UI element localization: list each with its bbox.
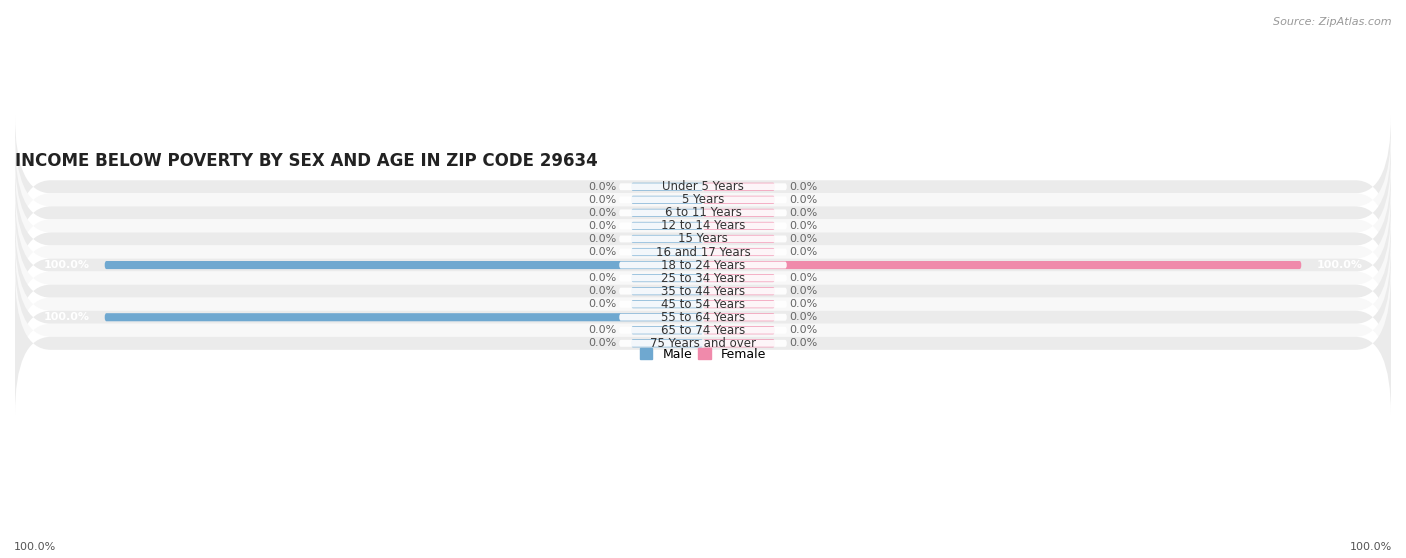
Text: 100.0%: 100.0%: [44, 312, 90, 322]
FancyBboxPatch shape: [703, 235, 775, 243]
FancyBboxPatch shape: [631, 209, 703, 217]
FancyBboxPatch shape: [619, 288, 787, 295]
FancyBboxPatch shape: [15, 258, 1391, 402]
Text: 0.0%: 0.0%: [588, 208, 616, 218]
Text: 0.0%: 0.0%: [588, 221, 616, 231]
FancyBboxPatch shape: [703, 182, 775, 191]
Text: 12 to 14 Years: 12 to 14 Years: [661, 219, 745, 233]
FancyBboxPatch shape: [15, 233, 1391, 376]
FancyBboxPatch shape: [15, 272, 1391, 415]
FancyBboxPatch shape: [631, 339, 703, 348]
FancyBboxPatch shape: [703, 261, 1302, 269]
FancyBboxPatch shape: [15, 128, 1391, 272]
FancyBboxPatch shape: [104, 313, 703, 321]
FancyBboxPatch shape: [15, 115, 1391, 258]
Text: 100.0%: 100.0%: [1350, 542, 1392, 552]
FancyBboxPatch shape: [15, 193, 1391, 337]
Text: 5 Years: 5 Years: [682, 193, 724, 206]
Text: 0.0%: 0.0%: [790, 312, 818, 322]
FancyBboxPatch shape: [619, 262, 787, 268]
Text: 0.0%: 0.0%: [790, 208, 818, 218]
FancyBboxPatch shape: [631, 287, 703, 295]
Text: 6 to 11 Years: 6 to 11 Years: [665, 206, 741, 219]
FancyBboxPatch shape: [15, 167, 1391, 311]
FancyBboxPatch shape: [619, 340, 787, 347]
Text: 0.0%: 0.0%: [588, 182, 616, 192]
FancyBboxPatch shape: [619, 209, 787, 217]
FancyBboxPatch shape: [619, 235, 787, 242]
Text: 0.0%: 0.0%: [790, 299, 818, 309]
FancyBboxPatch shape: [631, 235, 703, 243]
FancyBboxPatch shape: [631, 274, 703, 282]
Text: 0.0%: 0.0%: [588, 234, 616, 244]
FancyBboxPatch shape: [104, 261, 703, 269]
Text: 100.0%: 100.0%: [44, 260, 90, 270]
Text: 0.0%: 0.0%: [790, 273, 818, 283]
FancyBboxPatch shape: [631, 300, 703, 308]
Text: 0.0%: 0.0%: [790, 247, 818, 257]
FancyBboxPatch shape: [619, 327, 787, 334]
Text: INCOME BELOW POVERTY BY SEX AND AGE IN ZIP CODE 29634: INCOME BELOW POVERTY BY SEX AND AGE IN Z…: [15, 152, 598, 170]
Text: 75 Years and over: 75 Years and over: [650, 337, 756, 350]
Text: 0.0%: 0.0%: [588, 299, 616, 309]
FancyBboxPatch shape: [619, 184, 787, 190]
Text: Source: ZipAtlas.com: Source: ZipAtlas.com: [1274, 17, 1392, 27]
Text: 55 to 64 Years: 55 to 64 Years: [661, 311, 745, 324]
FancyBboxPatch shape: [703, 313, 775, 321]
FancyBboxPatch shape: [619, 275, 787, 282]
FancyBboxPatch shape: [619, 196, 787, 203]
Text: 0.0%: 0.0%: [588, 338, 616, 348]
FancyBboxPatch shape: [703, 248, 775, 256]
FancyBboxPatch shape: [15, 141, 1391, 285]
FancyBboxPatch shape: [15, 154, 1391, 297]
FancyBboxPatch shape: [15, 219, 1391, 363]
FancyBboxPatch shape: [631, 248, 703, 256]
FancyBboxPatch shape: [703, 326, 775, 334]
FancyBboxPatch shape: [703, 339, 775, 348]
Text: 100.0%: 100.0%: [1316, 260, 1362, 270]
Text: 15 Years: 15 Years: [678, 233, 728, 246]
Text: 0.0%: 0.0%: [790, 325, 818, 335]
FancyBboxPatch shape: [703, 196, 775, 204]
Text: 35 to 44 Years: 35 to 44 Years: [661, 285, 745, 297]
Text: 65 to 74 Years: 65 to 74 Years: [661, 324, 745, 337]
FancyBboxPatch shape: [619, 314, 787, 321]
Text: 0.0%: 0.0%: [588, 286, 616, 296]
FancyBboxPatch shape: [703, 300, 775, 308]
Text: 0.0%: 0.0%: [790, 195, 818, 205]
Text: 0.0%: 0.0%: [588, 247, 616, 257]
Text: 0.0%: 0.0%: [790, 234, 818, 244]
FancyBboxPatch shape: [703, 222, 775, 230]
FancyBboxPatch shape: [15, 180, 1391, 324]
Text: 0.0%: 0.0%: [790, 182, 818, 192]
FancyBboxPatch shape: [631, 222, 703, 230]
FancyBboxPatch shape: [631, 196, 703, 204]
FancyBboxPatch shape: [619, 223, 787, 229]
FancyBboxPatch shape: [15, 206, 1391, 350]
FancyBboxPatch shape: [703, 274, 775, 282]
Text: 45 to 54 Years: 45 to 54 Years: [661, 297, 745, 311]
FancyBboxPatch shape: [619, 248, 787, 256]
Text: 18 to 24 Years: 18 to 24 Years: [661, 258, 745, 272]
FancyBboxPatch shape: [703, 209, 775, 217]
Text: 0.0%: 0.0%: [588, 195, 616, 205]
Text: Under 5 Years: Under 5 Years: [662, 180, 744, 193]
Text: 100.0%: 100.0%: [14, 542, 56, 552]
FancyBboxPatch shape: [703, 287, 775, 295]
Text: 0.0%: 0.0%: [790, 286, 818, 296]
FancyBboxPatch shape: [619, 301, 787, 307]
Text: 0.0%: 0.0%: [790, 221, 818, 231]
FancyBboxPatch shape: [631, 182, 703, 191]
Text: 16 and 17 Years: 16 and 17 Years: [655, 246, 751, 258]
Text: 25 to 34 Years: 25 to 34 Years: [661, 272, 745, 285]
Text: 0.0%: 0.0%: [588, 273, 616, 283]
Text: 0.0%: 0.0%: [790, 338, 818, 348]
Text: 0.0%: 0.0%: [588, 325, 616, 335]
FancyBboxPatch shape: [15, 246, 1391, 389]
FancyBboxPatch shape: [631, 326, 703, 334]
Legend: Male, Female: Male, Female: [636, 343, 770, 365]
